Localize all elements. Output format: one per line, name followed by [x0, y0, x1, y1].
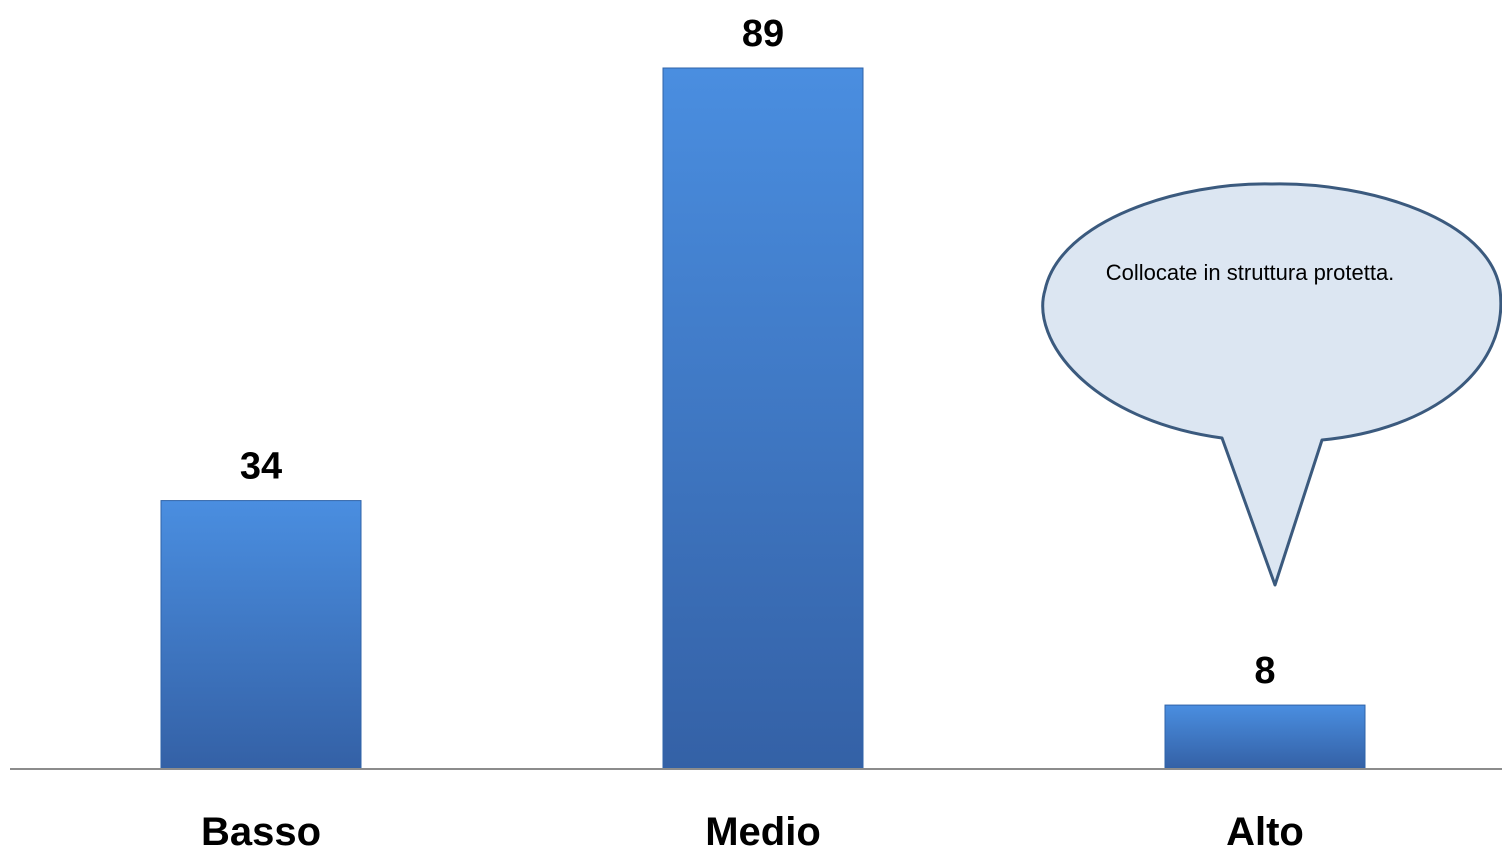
- labels-layer: 34 Basso 89 Medio 8 Alto: [201, 13, 1304, 852]
- category-label-medio: Medio: [705, 810, 821, 852]
- bar-medio: [662, 67, 864, 769]
- callout-text: Collocate in struttura protetta.: [1105, 260, 1395, 285]
- bar-alto: [1164, 704, 1366, 769]
- bars-layer: [160, 67, 1366, 769]
- data-label-basso: 34: [240, 446, 282, 488]
- data-label-medio: 89: [742, 13, 784, 55]
- category-label-alto: Alto: [1226, 810, 1304, 852]
- callout-bubble: [1041, 182, 1502, 587]
- data-label-alto: 8: [1254, 650, 1275, 692]
- bar-basso: [160, 500, 362, 769]
- category-label-basso: Basso: [201, 810, 321, 852]
